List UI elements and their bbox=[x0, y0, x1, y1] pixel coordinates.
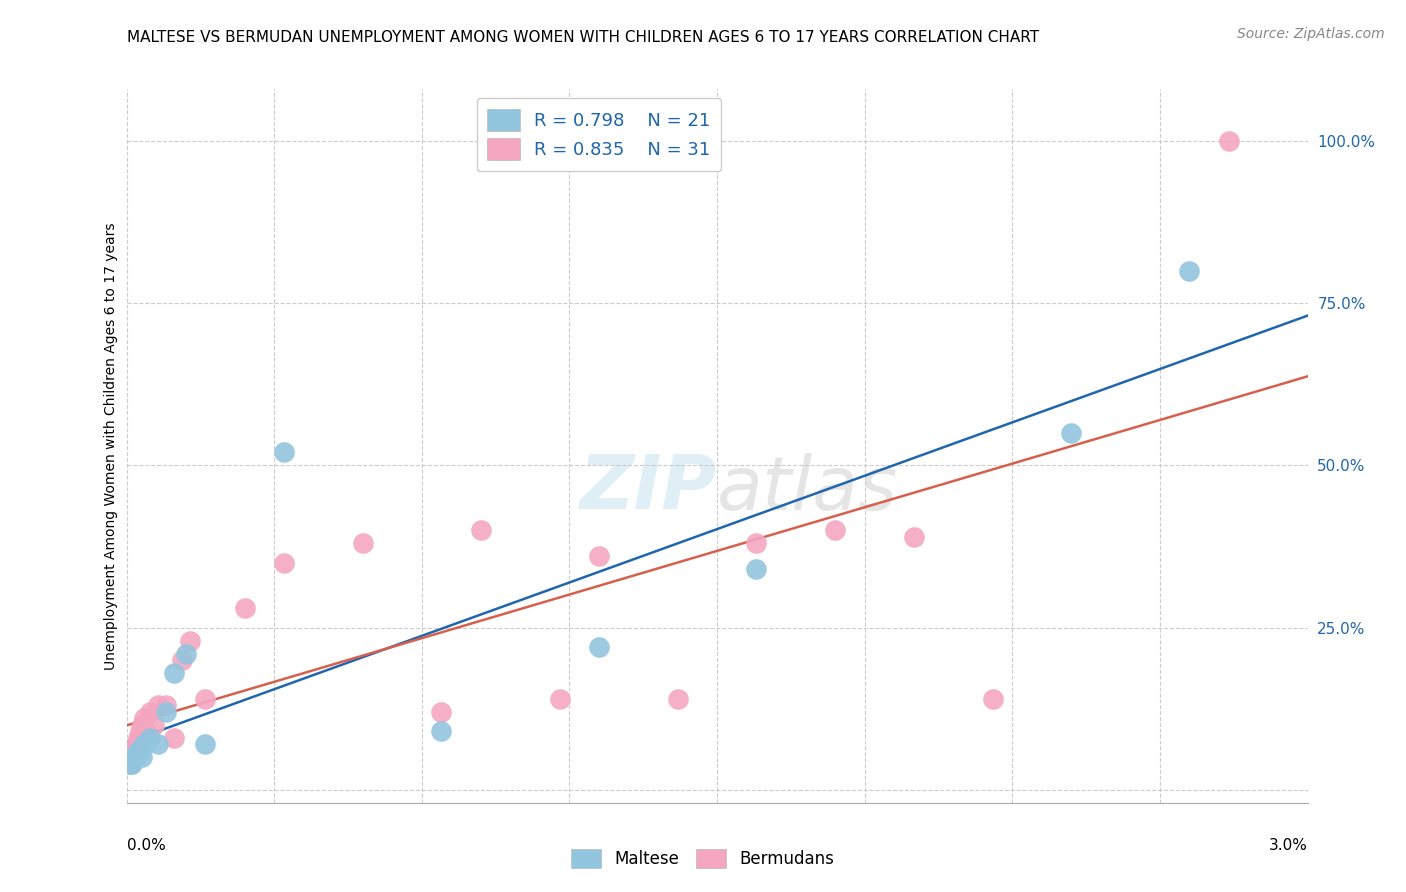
Point bbox=[134, 738, 156, 752]
Point bbox=[273, 556, 295, 570]
Point bbox=[179, 633, 201, 648]
Legend: R = 0.798    N = 21, R = 0.835    N = 31: R = 0.798 N = 21, R = 0.835 N = 31 bbox=[477, 98, 721, 171]
Point bbox=[352, 536, 374, 550]
Point bbox=[146, 698, 169, 713]
Point bbox=[125, 738, 148, 752]
Point bbox=[135, 738, 157, 752]
Point bbox=[170, 653, 193, 667]
Text: MALTESE VS BERMUDAN UNEMPLOYMENT AMONG WOMEN WITH CHILDREN AGES 6 TO 17 YEARS CO: MALTESE VS BERMUDAN UNEMPLOYMENT AMONG W… bbox=[127, 29, 1039, 45]
Point bbox=[194, 692, 217, 706]
Point bbox=[135, 724, 157, 739]
Point bbox=[125, 750, 148, 764]
Point bbox=[120, 756, 142, 771]
Point bbox=[824, 524, 846, 538]
Text: 3.0%: 3.0% bbox=[1268, 838, 1308, 854]
Point bbox=[666, 692, 689, 706]
Point bbox=[1060, 425, 1083, 440]
Point bbox=[124, 744, 146, 758]
Point bbox=[129, 744, 152, 758]
Point bbox=[121, 756, 143, 771]
Point bbox=[163, 666, 186, 681]
Point bbox=[588, 640, 610, 654]
Point bbox=[139, 705, 162, 719]
Point bbox=[903, 530, 925, 544]
Point bbox=[745, 536, 768, 550]
Point bbox=[124, 750, 146, 764]
Text: Source: ZipAtlas.com: Source: ZipAtlas.com bbox=[1237, 27, 1385, 41]
Text: ZIP: ZIP bbox=[579, 452, 717, 525]
Point bbox=[131, 750, 153, 764]
Point bbox=[127, 744, 149, 758]
Point bbox=[745, 562, 768, 576]
Point bbox=[121, 744, 143, 758]
Point bbox=[163, 731, 186, 745]
Y-axis label: Unemployment Among Women with Children Ages 6 to 17 years: Unemployment Among Women with Children A… bbox=[104, 222, 118, 670]
Point bbox=[430, 724, 453, 739]
Point bbox=[470, 524, 492, 538]
Point bbox=[127, 731, 149, 745]
Point bbox=[139, 731, 162, 745]
Point bbox=[118, 756, 141, 771]
Point bbox=[273, 445, 295, 459]
Point bbox=[143, 718, 166, 732]
Point bbox=[134, 711, 156, 725]
Legend: Maltese, Bermudans: Maltese, Bermudans bbox=[565, 842, 841, 875]
Point bbox=[120, 750, 142, 764]
Point bbox=[430, 705, 453, 719]
Point bbox=[1218, 134, 1240, 148]
Point bbox=[155, 698, 177, 713]
Point bbox=[1178, 264, 1201, 278]
Point bbox=[194, 738, 217, 752]
Point bbox=[174, 647, 197, 661]
Point bbox=[129, 724, 152, 739]
Point bbox=[146, 738, 169, 752]
Point bbox=[155, 705, 177, 719]
Point bbox=[233, 601, 256, 615]
Point bbox=[981, 692, 1004, 706]
Text: 0.0%: 0.0% bbox=[127, 838, 166, 854]
Text: atlas: atlas bbox=[717, 453, 898, 524]
Point bbox=[588, 549, 610, 564]
Point bbox=[131, 718, 153, 732]
Point bbox=[548, 692, 571, 706]
